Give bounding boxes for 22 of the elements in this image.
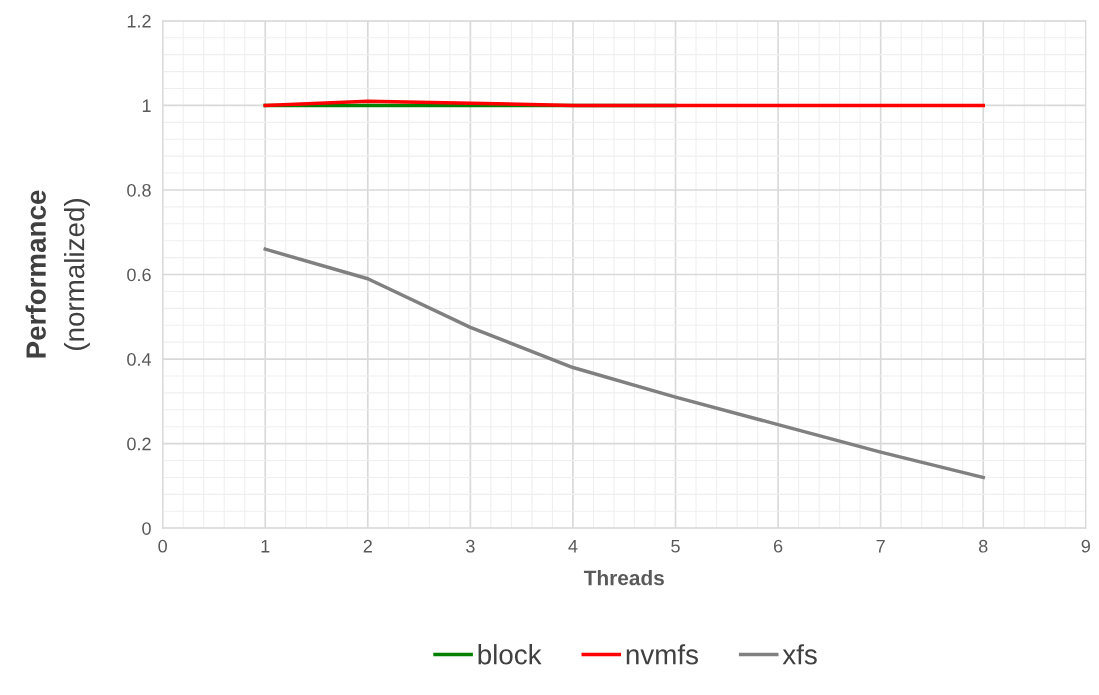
x-tick-label: 0	[158, 539, 167, 553]
y-tick-label: 0.2	[127, 437, 151, 451]
x-tick-label: 3	[466, 539, 475, 553]
y-axis-title: Performance (normalized)	[25, 190, 90, 358]
x-tick-label: 7	[876, 539, 885, 553]
x-tick-label: 4	[568, 539, 578, 553]
y-tick-label: 0.8	[127, 183, 151, 197]
y-tick-label: 0	[142, 522, 151, 535]
y-tick-label: 0.6	[127, 268, 151, 282]
legend-label: block	[478, 644, 542, 665]
x-tick-label: 9	[1081, 539, 1090, 553]
y-tick-label: 1.2	[127, 14, 151, 28]
y-tick-label: 1	[142, 99, 151, 112]
y-tick-label: 0.4	[127, 353, 152, 366]
x-tick-label: 6	[773, 539, 783, 553]
legend-label: nvmfs	[626, 644, 698, 665]
x-axis-title: Threads	[583, 570, 664, 586]
x-tick-label: 5	[671, 539, 680, 553]
x-tick-label: 8	[979, 539, 988, 553]
legend-label: xfs	[782, 644, 817, 665]
x-tick-label: 1	[261, 539, 270, 553]
x-tick-label: 2	[363, 539, 372, 553]
